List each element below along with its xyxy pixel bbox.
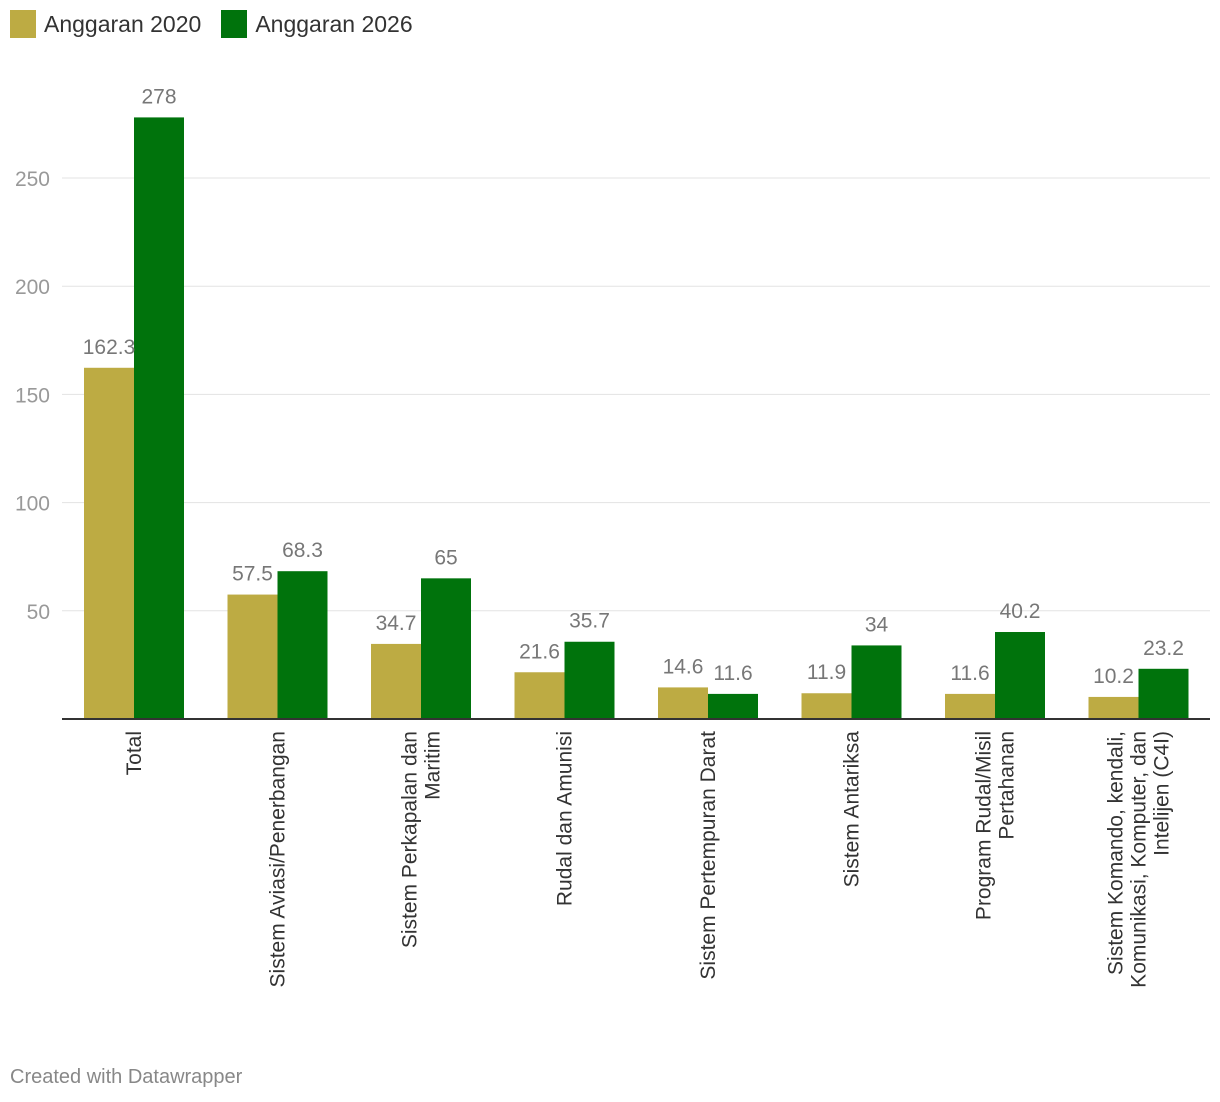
value-label-2026-0: 278 — [141, 85, 176, 108]
value-label-2026-5: 34 — [865, 613, 889, 636]
category-label-4: Sistem Pertempuran Darat — [697, 731, 720, 980]
value-label-2020-7: 10.2 — [1093, 665, 1134, 688]
y-tick-label-200: 200 — [15, 276, 50, 299]
category-label-5: Sistem Antariksa — [841, 731, 864, 888]
value-label-2020-5: 11.9 — [807, 661, 846, 684]
y-tick-label-150: 150 — [15, 384, 50, 407]
value-label-2020-6: 11.6 — [950, 662, 989, 685]
bar-2026-5 — [851, 645, 902, 719]
category-label-7: Sistem Komando, kendali,Komunikasi, Komp… — [1105, 731, 1174, 988]
bar-2026-4 — [708, 693, 758, 719]
value-label-2020-1: 57.5 — [232, 563, 273, 586]
value-label-2026-3: 35.7 — [569, 610, 610, 633]
value-label-2026-6: 40.2 — [1000, 600, 1041, 623]
legend-swatch-2020 — [10, 10, 36, 38]
bar-2020-7 — [1088, 696, 1139, 719]
legend-item-2026: Anggaran 2026 — [221, 10, 413, 38]
bar-2026-7 — [1138, 668, 1189, 719]
bar-2026-6 — [995, 632, 1045, 719]
footer-credit: Created with Datawrapper — [10, 1066, 243, 1088]
bar-2026-1 — [277, 571, 328, 719]
bar-2020-2 — [371, 643, 421, 719]
value-label-2020-0: 162.3 — [83, 336, 136, 359]
bar-2020-6 — [945, 693, 995, 719]
legend-swatch-2026 — [221, 10, 248, 38]
bar-2020-1 — [227, 594, 278, 719]
bar-2026-2 — [421, 578, 471, 719]
y-tick-label-250: 250 — [15, 168, 50, 191]
value-label-2026-7: 23.2 — [1143, 637, 1184, 660]
category-label-3: Rudal dan Amunisi — [554, 731, 577, 906]
legend-label-2020: Anggaran 2020 — [44, 10, 202, 37]
y-tick-label-100: 100 — [15, 493, 50, 516]
bar-2020-5 — [801, 693, 852, 719]
legend-item-2020: Anggaran 2020 — [10, 10, 201, 38]
value-label-2026-4: 11.6 — [713, 662, 752, 685]
bar-2020-4 — [658, 687, 708, 719]
legend-label-2026: Anggaran 2026 — [255, 10, 413, 37]
category-label-6: Program Rudal/MisilPertahanan — [973, 731, 1019, 920]
bar-2020-0 — [84, 367, 134, 719]
bar-2026-3 — [564, 641, 615, 719]
value-label-2026-2: 65 — [434, 546, 457, 569]
bar-2026-0 — [134, 117, 184, 719]
value-label-2026-1: 68.3 — [282, 539, 323, 562]
y-tick-label-50: 50 — [27, 601, 50, 624]
category-label-0: Total — [123, 731, 146, 775]
bar-2020-3 — [514, 672, 565, 719]
category-label-2: Sistem Perkapalan danMaritim — [399, 731, 445, 948]
value-label-2020-3: 21.6 — [519, 640, 560, 663]
legend: Anggaran 2020 Anggaran 2026 — [10, 10, 433, 38]
value-label-2020-2: 34.7 — [376, 612, 417, 635]
value-label-2020-4: 14.6 — [663, 655, 704, 678]
category-label-1: Sistem Aviasi/Penerbangan — [267, 731, 290, 987]
